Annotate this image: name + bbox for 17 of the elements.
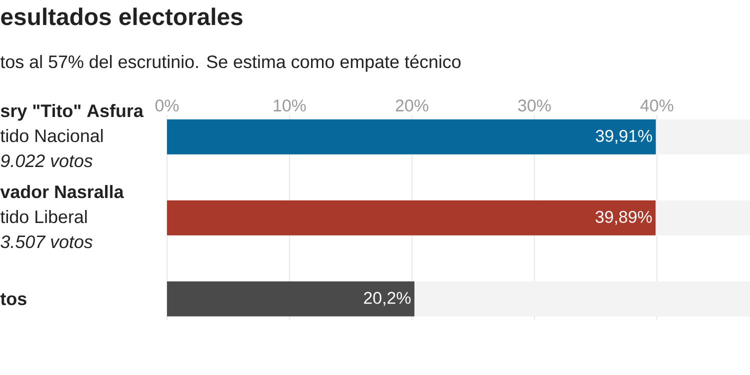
chart-title: esultados electorales: [1, 8, 242, 26]
x-tick-label: 0%: [155, 99, 179, 112]
y-tick-label: vador Nasralla: [0, 185, 124, 198]
y-tick-label: tos: [0, 293, 26, 306]
x-tick-label: 20%: [396, 99, 428, 112]
text: tido Liberal: [0, 210, 87, 224]
x-tick-label: 30%: [518, 99, 551, 112]
text: 3.507 votos: [0, 235, 93, 248]
text: tido Nacional: [0, 129, 103, 142]
x-tick-label: 10%: [274, 99, 306, 112]
data-label: 39,89%: [596, 210, 652, 225]
data-label: 39,91%: [596, 130, 652, 144]
text: 9.022 votos: [0, 154, 93, 168]
data-label: 20,2%: [364, 292, 411, 306]
y-tick-label: sry "Tito" Asfura: [0, 104, 144, 121]
chart-subtitle: tos al 57% del escrutinio. Se estima como empate técnico: [0, 54, 461, 72]
x-tick-label: 40%: [640, 99, 674, 112]
